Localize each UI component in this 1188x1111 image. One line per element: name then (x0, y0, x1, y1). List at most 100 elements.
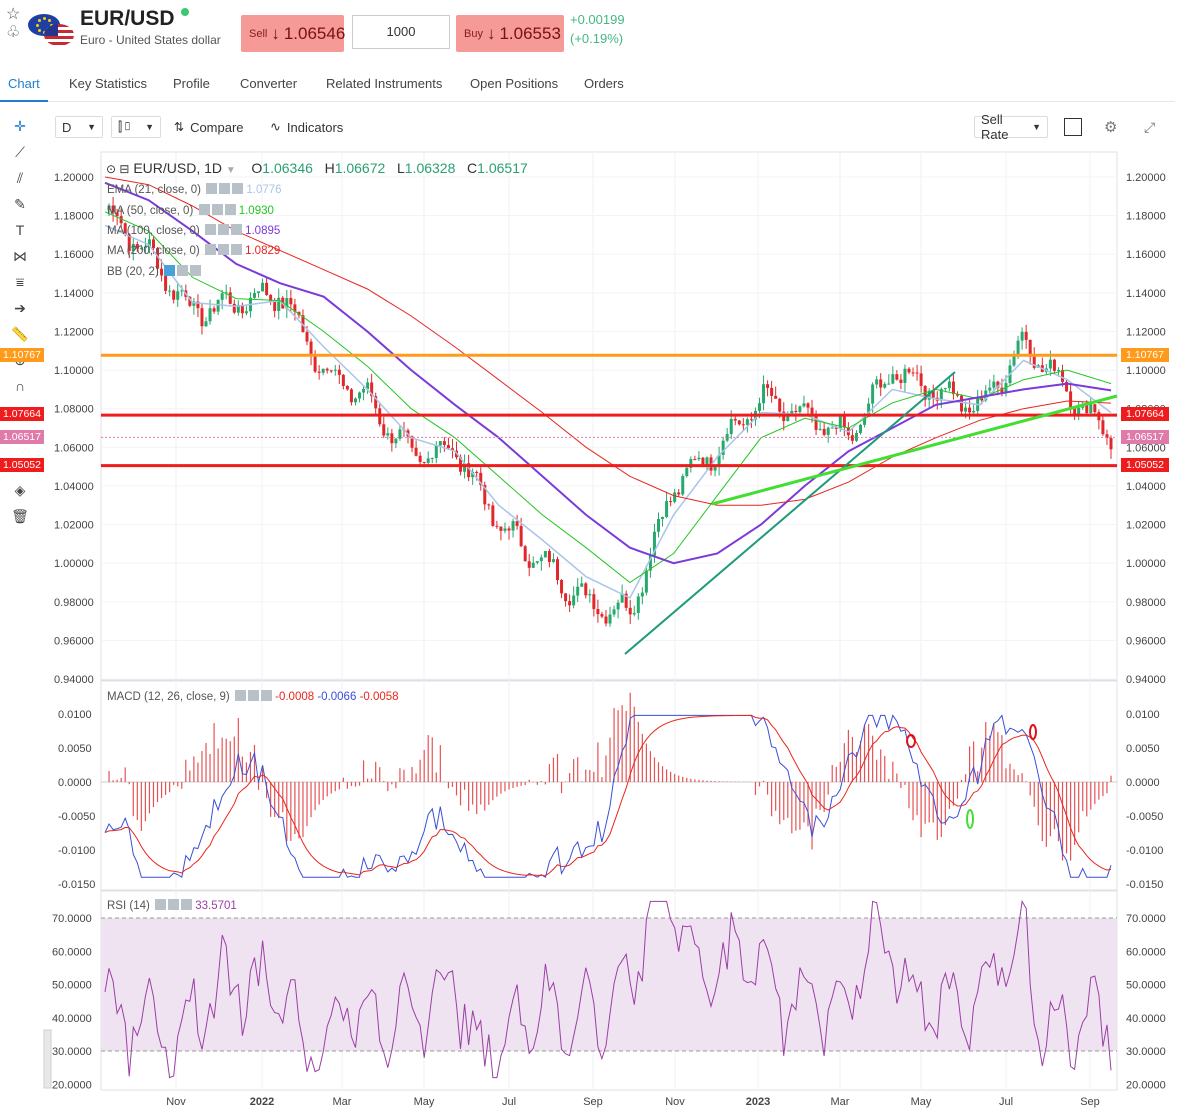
settings-icon[interactable] (168, 899, 180, 910)
indicator-legend-bb[interactable]: BB (20, 2) (107, 265, 201, 278)
sell-label: Sell (249, 27, 268, 40)
visibility-icon[interactable] (155, 899, 167, 910)
settings-icon[interactable] (217, 224, 229, 235)
candle-body (988, 387, 992, 391)
buy-label: Buy (464, 27, 483, 40)
close-icon[interactable] (232, 183, 244, 194)
tab-converter[interactable]: Converter (240, 76, 298, 91)
settings-icon[interactable] (219, 183, 231, 194)
indicator-label: MA (50, close, 0) (107, 205, 194, 217)
price-chart[interactable]: Nov 2022 Mar May Jul Sep Nov 2023 Mar May Jul Sep 1.… (0, 145, 1188, 1111)
trend-drawings (101, 353, 1118, 655)
close-icon[interactable] (181, 899, 193, 910)
candle-body (160, 268, 164, 276)
candle-body (551, 559, 555, 562)
indicator-legend-ma50[interactable]: MA (50, close, 0) 1.0930 (107, 204, 274, 217)
close-icon[interactable] (230, 224, 242, 235)
chart-type-select[interactable]: ⫿▯ ▼ (111, 116, 161, 138)
settings-icon[interactable] (247, 690, 259, 701)
tab-key-statistics[interactable]: Key Statistics (69, 76, 148, 91)
trend-line-icon[interactable]: ⟋ (15, 144, 25, 160)
visibility-icon[interactable] (206, 183, 218, 194)
visibility-icon[interactable] (163, 265, 175, 276)
tab-orders[interactable]: Orders (584, 76, 624, 91)
text-icon[interactable]: T (15, 222, 25, 238)
crosshair-icon[interactable]: ✛ (14, 118, 26, 134)
candle-body (430, 457, 434, 459)
prediction-icon[interactable]: ⩸ (15, 274, 25, 290)
candle-body (685, 467, 689, 477)
tab-open-positions[interactable]: Open Positions (470, 76, 559, 91)
visibility-icon[interactable] (204, 224, 216, 235)
indicators-button[interactable]: ∿ Indicators (270, 116, 343, 138)
candle-body (345, 385, 349, 390)
candles-icon: ⫿▯ (118, 119, 133, 134)
close-icon[interactable] (260, 690, 272, 701)
candle-body (386, 433, 390, 436)
expand-icon[interactable]: ⤢ (1144, 118, 1156, 135)
price-tick-label-left: 1.02000 (54, 520, 94, 532)
settings-icon[interactable] (211, 204, 223, 215)
candle-body (442, 441, 446, 446)
indicator-line-1 (104, 224, 1112, 599)
indicator-legend-ma100[interactable]: MA (100, close, 0) 1.0895 (107, 224, 280, 237)
rsi-tick-label-left: 40.0000 (52, 1013, 92, 1025)
macd-legend[interactable]: MACD (12, 26, close, 9) -0.0008 -0.0066 … (107, 690, 399, 703)
layers-icon[interactable]: ◈ (14, 482, 26, 498)
collapse-icon[interactable]: ⊙ ⊟ (106, 162, 130, 176)
visibility-icon[interactable] (234, 690, 246, 701)
indicator-line-4 (104, 176, 1112, 506)
tab-related-instruments[interactable]: Related Instruments (326, 76, 443, 91)
price-tick-label: 0.98000 (1126, 597, 1166, 609)
settings-icon[interactable] (176, 265, 188, 276)
ruler-icon[interactable]: 📏 (11, 326, 29, 342)
alert-icon[interactable]: ♧ (6, 24, 21, 41)
close-icon[interactable] (230, 244, 242, 255)
sell-button[interactable]: Sell ↓ 1.06546 (241, 15, 346, 52)
amount-input[interactable]: 1000 (352, 15, 450, 49)
fullscreen-box-icon[interactable] (1064, 118, 1082, 136)
macd-pane-border (100, 680, 1118, 891)
price-tick-label-left: 1.16000 (54, 249, 94, 261)
candle-body (188, 296, 192, 306)
rsi-legend[interactable]: RSI (14) 33.5701 (107, 899, 237, 912)
brush-icon[interactable]: ✎ (14, 196, 26, 212)
tab-profile[interactable]: Profile (173, 76, 210, 91)
arrow-icon[interactable]: ➔ (14, 300, 26, 316)
close-icon[interactable] (224, 204, 236, 215)
candle-body (652, 531, 656, 556)
price-tick-label-left: 1.08000 (54, 404, 94, 416)
candle-body (640, 592, 644, 597)
rate-type-select[interactable]: Sell Rate ▼ (974, 112, 1048, 142)
candle-body (119, 216, 123, 224)
chevron-down-icon[interactable]: ▼ (225, 165, 236, 176)
settings-gear-icon[interactable]: ⚙ (1104, 119, 1118, 136)
candle-body (1093, 404, 1097, 413)
settings-icon[interactable] (217, 244, 229, 255)
interval-select[interactable]: D ▼ (55, 116, 103, 138)
sell-price: 1.06546 (283, 23, 346, 43)
visibility-icon[interactable] (204, 244, 216, 255)
indicator-line-3 (104, 181, 1112, 565)
candle-body (705, 457, 709, 466)
candle-body (224, 292, 228, 294)
macd-tick-label-left: -0.0150 (58, 879, 95, 891)
compare-button[interactable]: ⇅ Compare (174, 116, 244, 138)
candle-body (960, 395, 964, 412)
candle-body (362, 388, 366, 393)
star-icon[interactable]: ☆ (6, 6, 21, 23)
buy-button[interactable]: Buy ↓ 1.06553 (456, 15, 564, 52)
indicator-legend-ma200[interactable]: MA (200, close, 0) 1.0829 (107, 244, 280, 257)
magnet-icon[interactable]: ∩ (14, 378, 26, 394)
pattern-icon[interactable]: ⋈ (13, 248, 27, 264)
pitchfork-icon[interactable]: ⫽ (16, 170, 24, 186)
change-percent: (+0.19%) (570, 31, 624, 46)
indicator-legend-ema[interactable]: EMA (21, close, 0) 1.0776 (107, 183, 282, 196)
time-tick-label: 2023 (746, 1096, 770, 1108)
close-icon[interactable] (189, 265, 201, 276)
trash-icon[interactable]: 🗑︎ (11, 508, 29, 524)
tab-chart[interactable]: Chart (0, 76, 48, 102)
high-label: H (324, 160, 335, 176)
candle-body (636, 596, 640, 614)
visibility-icon[interactable] (198, 204, 210, 215)
